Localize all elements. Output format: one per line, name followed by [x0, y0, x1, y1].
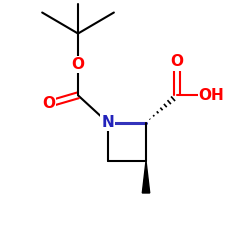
Text: O: O [170, 54, 183, 70]
Polygon shape [142, 161, 150, 193]
Text: O: O [42, 96, 55, 112]
Text: O: O [72, 57, 85, 72]
Text: N: N [101, 115, 114, 130]
Text: OH: OH [199, 88, 224, 103]
